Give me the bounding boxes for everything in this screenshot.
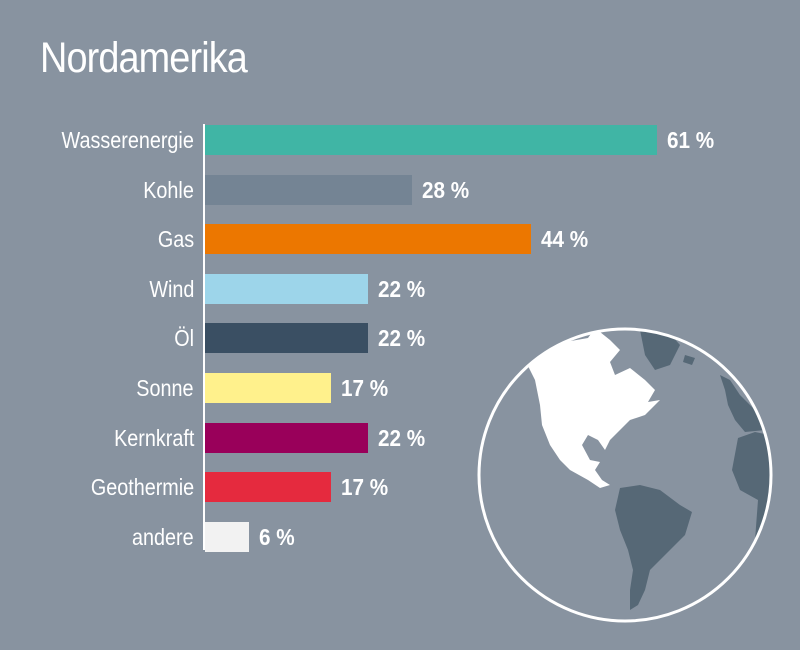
category-label: Sonne	[136, 375, 194, 401]
bar	[205, 472, 331, 503]
y-axis-line	[203, 124, 205, 550]
category-label: Kernkraft	[113, 424, 194, 451]
category-label: Öl	[174, 325, 194, 352]
globe-americas-icon	[477, 327, 773, 623]
bar-row: Geothermie 17 %	[0, 472, 800, 503]
category-label: Wasserenergie	[61, 127, 194, 153]
value-label: 17 %	[340, 375, 389, 401]
bar	[205, 373, 331, 403]
value-label: 6 %	[259, 523, 296, 550]
value-label: 22 %	[378, 424, 426, 451]
value-label: 44 %	[541, 226, 589, 253]
category-label: Wind	[148, 275, 194, 302]
value-label: 22 %	[378, 325, 426, 352]
bar	[205, 224, 532, 255]
category-label: Gas	[157, 226, 194, 253]
bar	[205, 521, 250, 552]
value-label: 17 %	[340, 474, 389, 501]
bar-row: andere 6 %	[0, 521, 800, 552]
bar	[205, 125, 657, 155]
bar-row: Kohle 28 %	[0, 174, 800, 205]
bar-row: Öl 22 %	[0, 323, 800, 354]
bar	[205, 422, 369, 453]
value-label: 28 %	[422, 176, 470, 203]
bar-row: Kernkraft 22 %	[0, 422, 800, 453]
bar	[205, 174, 413, 205]
category-label: andere	[132, 523, 194, 550]
bar-row: Gas 44 %	[0, 224, 800, 255]
bar	[205, 273, 369, 304]
category-label: Geothermie	[90, 474, 194, 501]
category-label: Kohle	[143, 176, 194, 203]
bar-row: Wasserenergie 61 %	[0, 125, 800, 155]
bar-row: Wind 22 %	[0, 273, 800, 304]
chart-title: Nordamerika	[40, 34, 248, 82]
value-label: 22 %	[378, 275, 426, 302]
bar	[205, 323, 369, 354]
bar-row: Sonne 17 %	[0, 373, 800, 403]
value-label: 61 %	[667, 127, 715, 153]
